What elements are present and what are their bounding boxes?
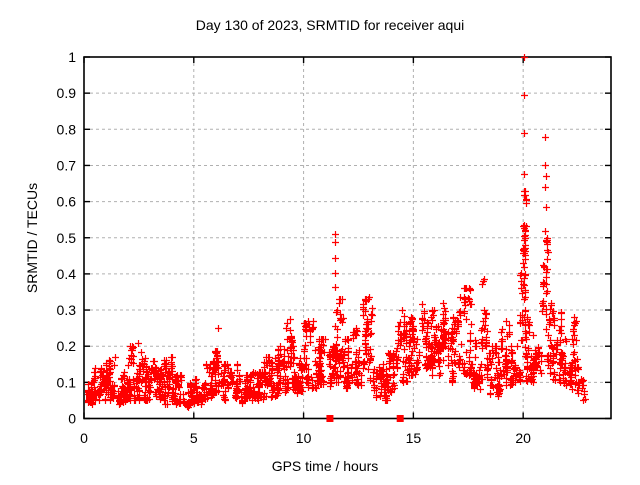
y-tick-label: 0.6	[57, 194, 77, 210]
y-axis-label: SRMTID / TECUs	[24, 183, 40, 293]
gap-flag-square	[326, 415, 334, 422]
y-tick-label: 1	[68, 49, 76, 65]
plot-border	[83, 56, 612, 420]
y-tick-label: 0.7	[57, 157, 77, 173]
y-tick-label: 0.2	[57, 338, 77, 354]
y-tick-label: 0.3	[57, 302, 77, 318]
y-tick-label: 0.8	[57, 121, 77, 137]
chart-title: Day 130 of 2023, SRMTID for receiver aqu…	[196, 17, 464, 33]
scatter-points	[85, 54, 589, 411]
gap-flag-square	[396, 415, 404, 422]
x-tick-label: 5	[190, 430, 198, 446]
baseline-gap-markers	[326, 415, 404, 422]
x-tick-label: 15	[406, 430, 422, 446]
y-tick-label: 0.1	[57, 374, 77, 390]
x-axis-label: GPS time / hours	[272, 458, 379, 474]
y-tick-labels: 0 0.1 0.2 0.3 0.4 0.5 0.6 0.7 0.8 0.9 1	[57, 49, 77, 427]
x-tick-label: 20	[515, 430, 531, 446]
y-tick-label: 0	[68, 411, 76, 427]
x-tick-label: 0	[80, 430, 88, 446]
y-tick-label: 0.5	[57, 230, 77, 246]
x-tick-label: 10	[296, 430, 312, 446]
y-tick-label: 0.9	[57, 85, 77, 101]
x-tick-labels: 0 5 10 15 20	[80, 430, 531, 446]
y-tick-label: 0.4	[57, 266, 77, 282]
